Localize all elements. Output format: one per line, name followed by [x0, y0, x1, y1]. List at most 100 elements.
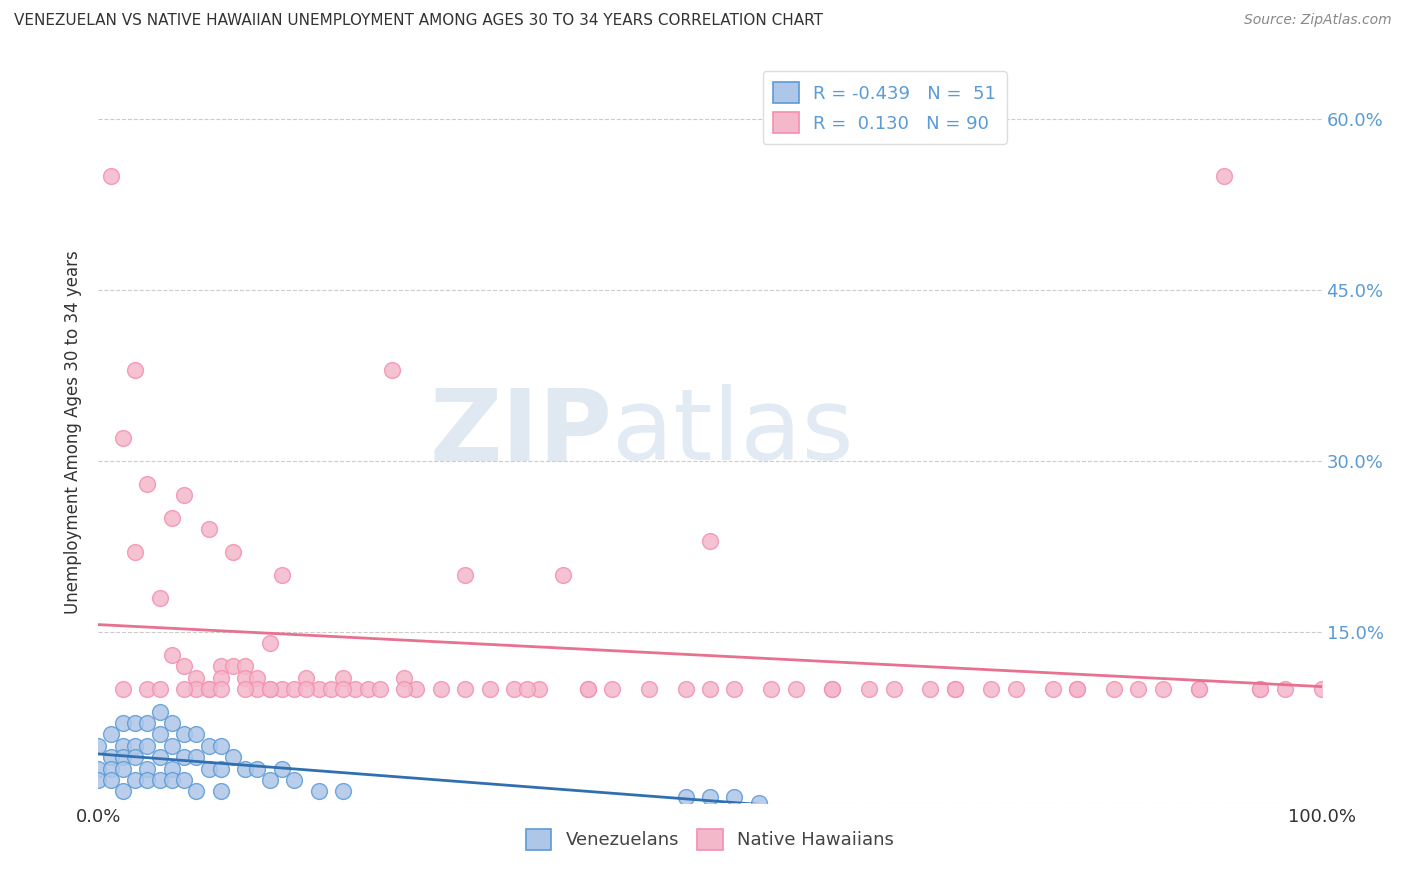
Point	[100, 169, 122, 184]
Point	[222, 659, 245, 673]
Point	[1004, 681, 1026, 696]
Text: atlas: atlas	[612, 384, 853, 481]
Point	[858, 681, 880, 696]
Point	[111, 739, 134, 753]
Point	[723, 790, 745, 805]
Point	[209, 681, 232, 696]
Point	[87, 739, 110, 753]
Point	[943, 681, 966, 696]
Point	[405, 681, 427, 696]
Point	[392, 681, 416, 696]
Point	[392, 671, 416, 685]
Point	[1188, 681, 1211, 696]
Point	[283, 772, 305, 787]
Point	[111, 716, 134, 731]
Point	[723, 681, 745, 696]
Point	[136, 772, 159, 787]
Point	[222, 750, 245, 764]
Point	[209, 659, 232, 673]
Point	[246, 671, 269, 685]
Point	[246, 681, 269, 696]
Point	[1212, 169, 1234, 184]
Point	[173, 659, 195, 673]
Point	[136, 739, 159, 753]
Point	[136, 716, 159, 731]
Point	[197, 762, 219, 776]
Point	[503, 681, 526, 696]
Point	[173, 488, 195, 502]
Point	[368, 681, 391, 696]
Point	[821, 681, 844, 696]
Point	[233, 671, 256, 685]
Point	[454, 681, 477, 696]
Point	[356, 681, 378, 696]
Point	[785, 681, 807, 696]
Point	[675, 681, 697, 696]
Point	[553, 568, 575, 582]
Point	[699, 681, 721, 696]
Point	[197, 681, 219, 696]
Point	[186, 750, 208, 764]
Point	[699, 790, 721, 805]
Point	[600, 681, 623, 696]
Point	[160, 762, 183, 776]
Point	[1274, 681, 1296, 696]
Point	[197, 681, 219, 696]
Point	[761, 681, 783, 696]
Point	[160, 511, 183, 525]
Point	[233, 681, 256, 696]
Point	[319, 681, 342, 696]
Point	[160, 716, 183, 731]
Point	[332, 671, 354, 685]
Point	[295, 671, 318, 685]
Point	[259, 681, 281, 696]
Point	[332, 784, 354, 798]
Point	[149, 772, 172, 787]
Point	[295, 681, 318, 696]
Point	[111, 750, 134, 764]
Point	[821, 681, 844, 696]
Point	[637, 681, 661, 696]
Point	[173, 772, 195, 787]
Point	[100, 727, 122, 741]
Point	[173, 750, 195, 764]
Point	[454, 568, 477, 582]
Point	[124, 363, 146, 377]
Point	[100, 772, 122, 787]
Point	[136, 762, 159, 776]
Point	[270, 762, 294, 776]
Point	[124, 739, 146, 753]
Point	[149, 681, 172, 696]
Point	[173, 681, 195, 696]
Point	[124, 750, 146, 764]
Point	[1152, 681, 1174, 696]
Point	[124, 772, 146, 787]
Point	[1249, 681, 1271, 696]
Point	[149, 591, 172, 605]
Point	[246, 762, 269, 776]
Text: VENEZUELAN VS NATIVE HAWAIIAN UNEMPLOYMENT AMONG AGES 30 TO 34 YEARS CORRELATION: VENEZUELAN VS NATIVE HAWAIIAN UNEMPLOYME…	[14, 13, 823, 29]
Point	[675, 790, 697, 805]
Y-axis label: Unemployment Among Ages 30 to 34 years: Unemployment Among Ages 30 to 34 years	[65, 251, 83, 615]
Text: Source: ZipAtlas.com: Source: ZipAtlas.com	[1244, 13, 1392, 28]
Point	[259, 636, 281, 650]
Point	[920, 681, 942, 696]
Text: ZIP: ZIP	[429, 384, 612, 481]
Point	[136, 476, 159, 491]
Point	[173, 727, 195, 741]
Point	[1310, 681, 1333, 696]
Point	[233, 659, 256, 673]
Point	[259, 681, 281, 696]
Point	[124, 716, 146, 731]
Point	[1249, 681, 1271, 696]
Point	[186, 784, 208, 798]
Point	[100, 750, 122, 764]
Legend: Venezuelans, Native Hawaiians: Venezuelans, Native Hawaiians	[515, 818, 905, 861]
Point	[259, 772, 281, 787]
Point	[160, 648, 183, 662]
Point	[699, 533, 721, 548]
Point	[209, 784, 232, 798]
Point	[527, 681, 550, 696]
Point	[478, 681, 501, 696]
Point	[883, 681, 905, 696]
